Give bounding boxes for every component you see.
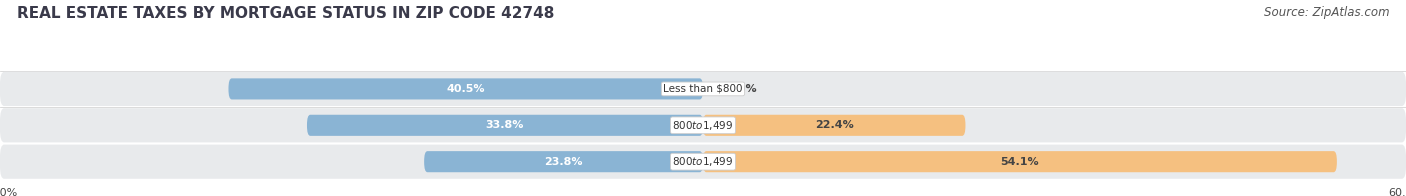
Text: Less than $800: Less than $800	[664, 84, 742, 94]
Text: 33.8%: 33.8%	[486, 120, 524, 130]
FancyBboxPatch shape	[0, 108, 1406, 142]
Text: 40.5%: 40.5%	[447, 84, 485, 94]
FancyBboxPatch shape	[703, 151, 1337, 172]
FancyBboxPatch shape	[229, 78, 703, 99]
Text: 22.4%: 22.4%	[815, 120, 853, 130]
FancyBboxPatch shape	[425, 151, 703, 172]
Text: $800 to $1,499: $800 to $1,499	[672, 119, 734, 132]
Text: 0.0%: 0.0%	[727, 84, 756, 94]
Text: Source: ZipAtlas.com: Source: ZipAtlas.com	[1264, 6, 1389, 19]
Text: 54.1%: 54.1%	[1001, 157, 1039, 167]
Text: $800 to $1,499: $800 to $1,499	[672, 155, 734, 168]
Text: REAL ESTATE TAXES BY MORTGAGE STATUS IN ZIP CODE 42748: REAL ESTATE TAXES BY MORTGAGE STATUS IN …	[17, 6, 554, 21]
FancyBboxPatch shape	[0, 145, 1406, 179]
FancyBboxPatch shape	[307, 115, 703, 136]
FancyBboxPatch shape	[703, 115, 966, 136]
FancyBboxPatch shape	[0, 72, 1406, 106]
Text: 23.8%: 23.8%	[544, 157, 583, 167]
